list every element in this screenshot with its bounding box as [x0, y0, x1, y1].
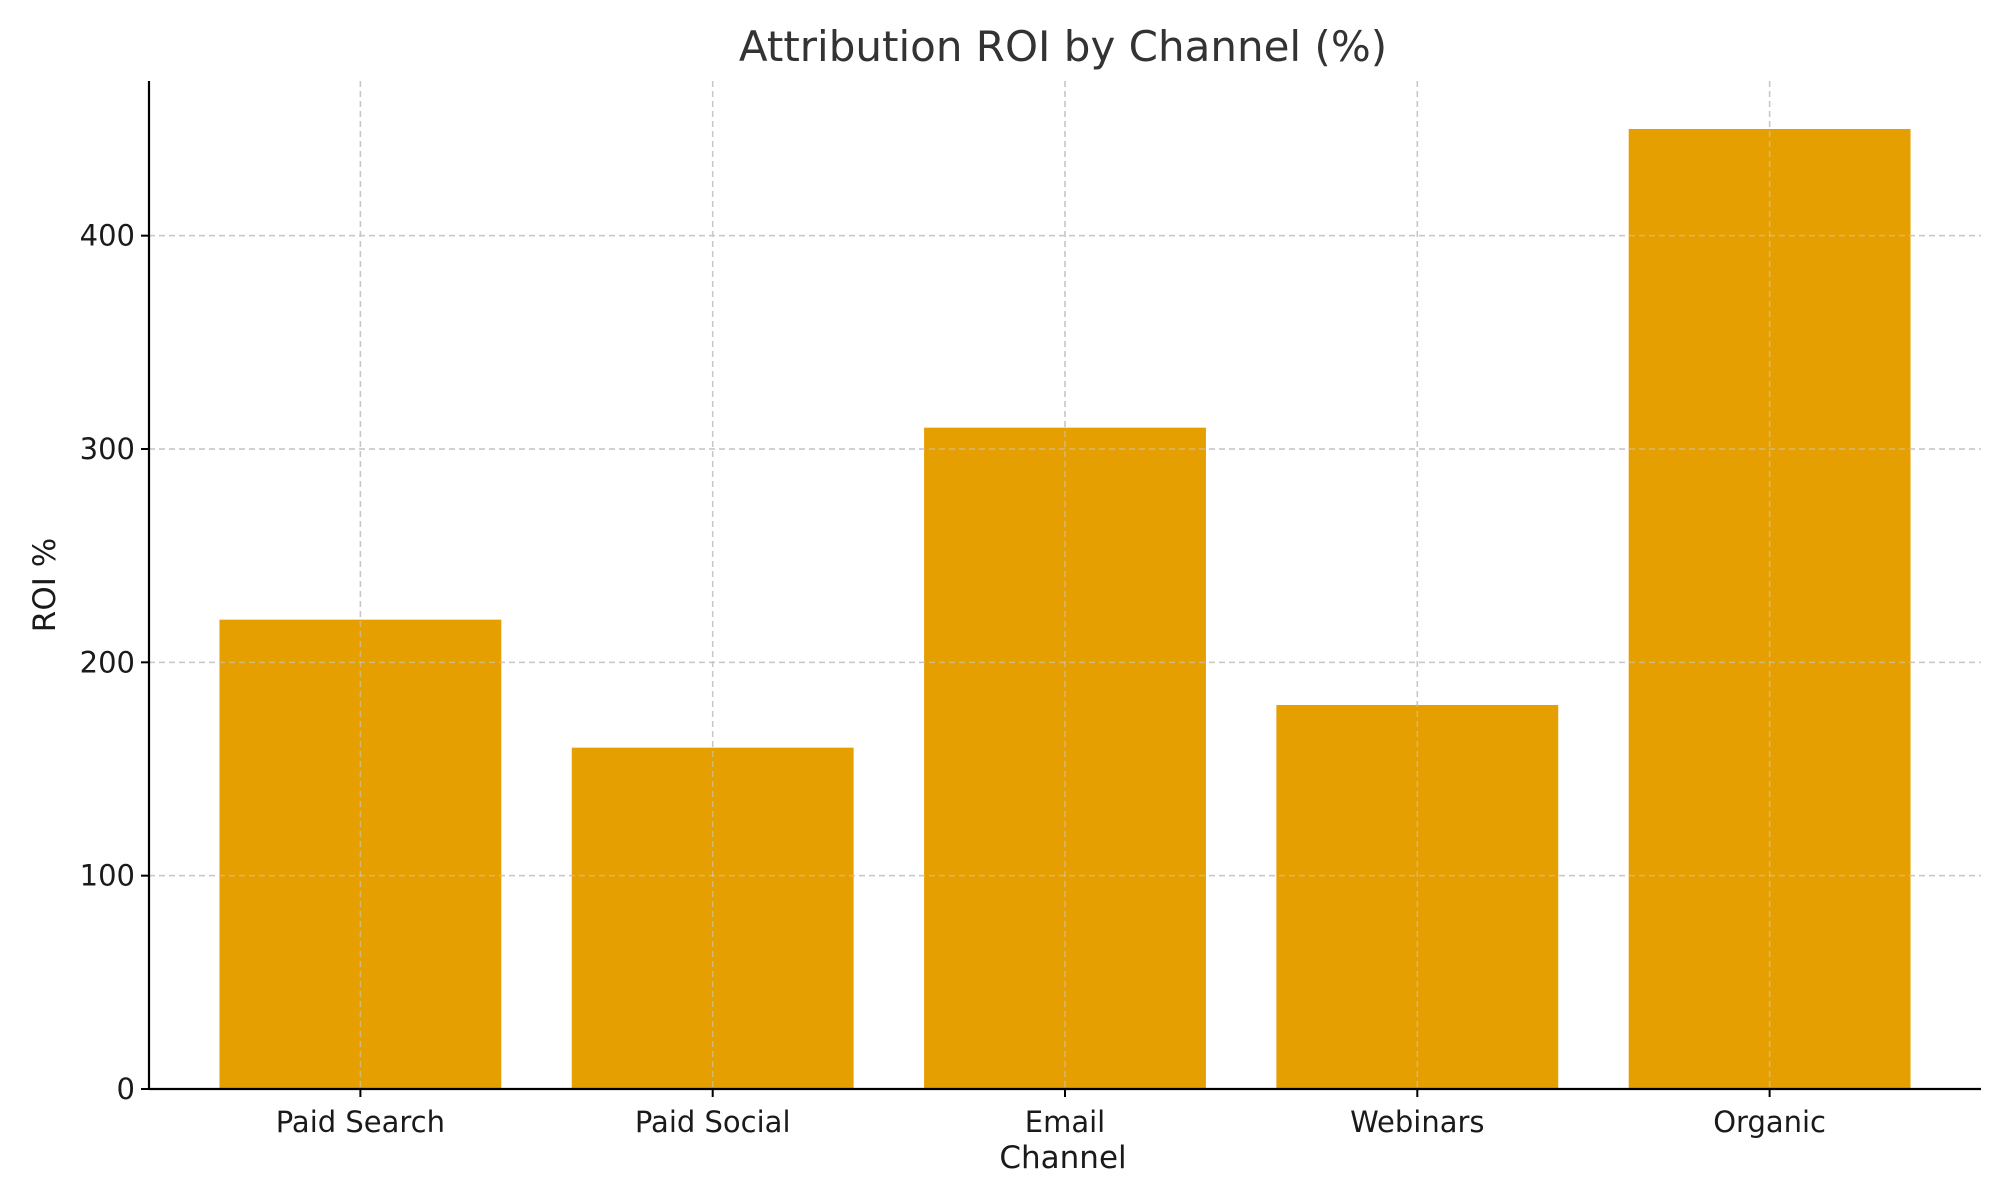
chart-title: Attribution ROI by Channel (%) — [739, 22, 1387, 71]
y-tick-label: 0 — [117, 1072, 135, 1106]
y-axis-label: ROI % — [27, 538, 63, 632]
bars — [149, 81, 1981, 1090]
y-tick-label: 300 — [80, 432, 135, 466]
x-tick-labels: Paid Search Paid Social Email Webinars Organ… — [276, 1105, 1826, 1139]
y-tick-label: 200 — [80, 645, 135, 679]
y-tick-label: 400 — [80, 219, 135, 253]
x-tick-label: Webinars — [1350, 1105, 1484, 1139]
x-tick-label: Paid Search — [276, 1105, 445, 1139]
x-tick-label: Email — [1025, 1105, 1105, 1139]
x-tick-label: Organic — [1713, 1105, 1826, 1139]
axes — [141, 81, 1981, 1097]
y-tick-label: 100 — [80, 859, 135, 893]
x-tick-label: Paid Social — [635, 1105, 791, 1139]
bar-paid-social — [571, 747, 854, 1089]
bar-email — [924, 427, 1206, 1090]
x-axis-label: Channel — [999, 1140, 1126, 1176]
bar-organic — [1628, 129, 1911, 1089]
y-tick-labels: 0 100 200 300 400 — [80, 219, 135, 1106]
